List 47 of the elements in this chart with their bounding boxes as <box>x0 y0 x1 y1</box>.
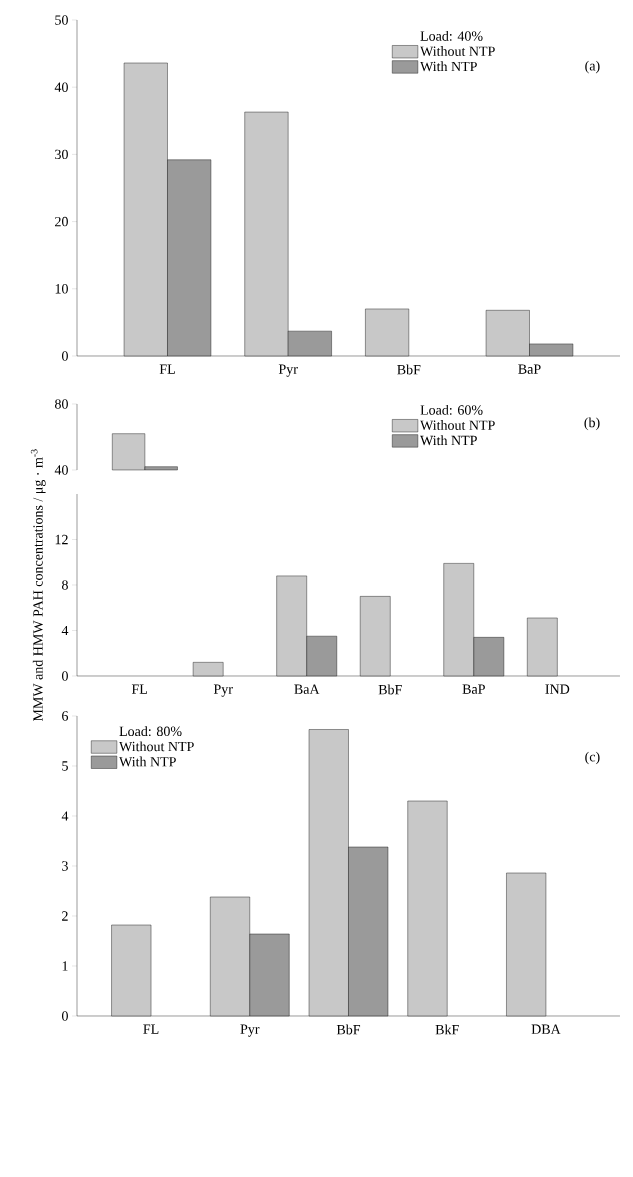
y-tick-label: 0 <box>62 351 68 361</box>
y-tick-label: 4 <box>61 811 69 821</box>
y-tick-label: 6 <box>62 711 69 721</box>
y-tick-label: 12 <box>55 534 68 545</box>
x-tick-label: Pyr <box>278 364 298 377</box>
x-tick-label: BaA <box>294 684 320 694</box>
x-tick-label: BbF <box>336 1024 361 1035</box>
legend-title: Load: 60% <box>420 404 483 415</box>
y-tick-label: 0 <box>62 671 68 681</box>
x-tick-label: BkF <box>435 1024 459 1035</box>
legend-label: Without NTP <box>420 46 495 57</box>
x-tick-label: BbF <box>397 364 421 375</box>
y-tick-label: 8 <box>62 580 68 590</box>
y-tick-label: 5 <box>62 761 68 771</box>
text: (b) <box>584 417 600 431</box>
legend-label: Without NTP <box>119 741 194 752</box>
x-tick-label: BaP <box>518 364 541 374</box>
y-tick-label: 40 <box>54 82 68 92</box>
legend-title: Load: 80% <box>119 726 182 737</box>
x-tick-label: Pyr <box>240 1024 260 1037</box>
y-tick-label: 2 <box>62 911 68 921</box>
y-tick-label: 50 <box>55 15 68 25</box>
x-tick-label: BbF <box>378 684 402 695</box>
y-tick-label: 4 <box>61 625 69 636</box>
y-tick-label: 0 <box>62 1011 68 1021</box>
annotation: (c) <box>585 751 600 765</box>
x-tick-label: FL <box>159 364 175 374</box>
y-tick-label: 30 <box>55 149 68 160</box>
legend-title: Load: 40% <box>420 30 483 41</box>
y-tick-label: 10 <box>55 284 68 294</box>
legend-label: With NTP <box>420 435 477 446</box>
y-axis-title: MMW and HMW PAH concentrations / μg · m$^{-3}$ <box>30 449 46 722</box>
legend-label: Without NTP <box>420 420 495 431</box>
x-tick-label: Pyr <box>213 684 233 697</box>
x-tick-label: FL <box>131 684 147 694</box>
y-tick-label: 1 <box>62 961 68 971</box>
y-tick-label: 80 <box>55 399 68 409</box>
x-tick-label: BaP <box>462 684 485 694</box>
y-tick-label: 3 <box>62 861 68 871</box>
legend-label: With NTP <box>119 756 176 767</box>
annotation: (a) <box>585 60 600 74</box>
x-tick-label: DBA <box>531 1024 561 1034</box>
legend-label: With NTP <box>420 61 477 72</box>
y-tick-label: 40 <box>54 465 68 475</box>
x-tick-label: IND <box>545 684 570 694</box>
x-tick-label: FL <box>143 1024 159 1034</box>
y-tick-label: 20 <box>55 216 68 227</box>
